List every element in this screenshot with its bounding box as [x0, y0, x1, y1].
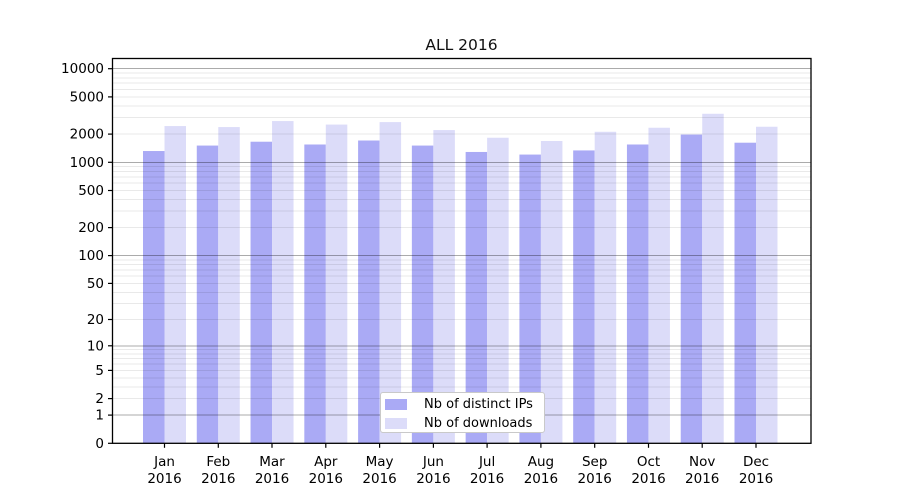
bar-ips-may — [358, 140, 380, 444]
x-tick-label-month-apr: Apr — [314, 454, 338, 470]
x-tick-label-year-mar: 2016 — [255, 471, 289, 487]
x-tick-label-month-sep: Sep — [582, 454, 607, 470]
x-tick-label-year-apr: 2016 — [309, 471, 343, 487]
bar-ips-jan — [143, 151, 165, 444]
y-tick-label-10: 10 — [87, 338, 104, 354]
y-tick-label-10000: 10000 — [61, 61, 104, 77]
x-tick-label-month-jun: Jun — [422, 454, 444, 470]
x-axis: Jan2016Feb2016Mar2016Apr2016May2016Jun20… — [147, 443, 773, 487]
x-tick-label-year-sep: 2016 — [578, 471, 612, 487]
bar-ips-jul — [465, 151, 488, 444]
x-tick-label-year-jan: 2016 — [147, 471, 181, 487]
x-tick-label-month-may: May — [366, 454, 394, 470]
x-tick-label-month-aug: Aug — [528, 454, 554, 470]
x-tick-label-year-may: 2016 — [362, 471, 396, 487]
x-tick-label-year-feb: 2016 — [201, 471, 235, 487]
y-tick-label-2000: 2000 — [70, 127, 104, 143]
bar-downloads-apr — [325, 124, 348, 444]
y-tick-label-100: 100 — [78, 248, 104, 264]
bar-ips-apr — [304, 144, 326, 444]
y-tick-label-5000: 5000 — [70, 89, 104, 105]
x-tick-label-year-jun: 2016 — [416, 471, 450, 487]
bar-ips-aug — [519, 154, 541, 444]
bar-ips-mar — [250, 141, 273, 444]
legend-label-downloads: Nb of downloads — [424, 416, 533, 431]
y-tick-label-0: 0 — [95, 436, 104, 452]
bar-ips-dec — [734, 142, 756, 444]
bar-downloads-jul — [487, 137, 509, 444]
x-tick-label-month-nov: Nov — [689, 454, 715, 470]
x-tick-label-year-aug: 2016 — [524, 471, 558, 487]
plot-border — [111, 57, 812, 444]
bar-ips-sep — [573, 150, 595, 444]
bar-ips-oct — [626, 144, 649, 444]
bar-ips-feb — [196, 145, 219, 444]
x-tick-label-year-dec: 2016 — [739, 471, 773, 487]
x-tick-label-month-jan: Jan — [153, 454, 175, 470]
y-tick-label-5: 5 — [95, 363, 104, 379]
y-tick-label-1000: 1000 — [70, 155, 104, 171]
gridlines — [112, 68, 811, 416]
legend: Nb of distinct IPs Nb of downloads — [380, 392, 545, 433]
x-tick-label-month-feb: Feb — [206, 454, 230, 470]
legend-item-downloads: Nb of downloads — [385, 414, 544, 433]
bar-downloads-nov — [702, 113, 724, 444]
x-tick-label-month-mar: Mar — [259, 454, 285, 470]
bar-downloads-dec — [756, 126, 778, 444]
x-tick-label-month-jul: Jul — [478, 454, 495, 470]
bar-downloads-sep — [594, 131, 617, 444]
y-tick-label-200: 200 — [78, 220, 104, 236]
y-tick-label-1: 1 — [95, 408, 104, 424]
y-tick-label-20: 20 — [87, 312, 104, 328]
bar-downloads-aug — [540, 140, 563, 444]
x-tick-label-month-oct: Oct — [637, 454, 660, 470]
x-tick-label-year-oct: 2016 — [631, 471, 665, 487]
y-tick-label-50: 50 — [87, 276, 104, 292]
bar-downloads-jun — [433, 130, 455, 444]
bar-ips-jun — [411, 145, 434, 444]
y-tick-label-500: 500 — [78, 183, 104, 199]
legend-label-distinct-ips: Nb of distinct IPs — [424, 397, 533, 412]
bar-downloads-jan — [164, 126, 186, 444]
bar-ips-nov — [680, 134, 703, 444]
bar-downloads-mar — [272, 121, 294, 444]
legend-swatch-distinct-ips — [385, 399, 407, 410]
y-tick-label-2: 2 — [95, 391, 104, 407]
x-tick-label-year-nov: 2016 — [685, 471, 719, 487]
bar-downloads-oct — [648, 127, 670, 444]
bar-downloads-feb — [218, 127, 240, 444]
legend-swatch-downloads — [385, 418, 407, 429]
bars — [143, 113, 778, 444]
x-tick-label-year-jul: 2016 — [470, 471, 504, 487]
x-tick-label-month-dec: Dec — [743, 454, 769, 470]
chart-title: ALL 2016 — [425, 36, 498, 54]
legend-item-distinct-ips: Nb of distinct IPs — [385, 395, 544, 414]
bar-downloads-may — [379, 122, 402, 444]
y-axis: 0 12 5 10 20 50 100 200 500 1000 2000 5000 10000 — [61, 61, 113, 452]
